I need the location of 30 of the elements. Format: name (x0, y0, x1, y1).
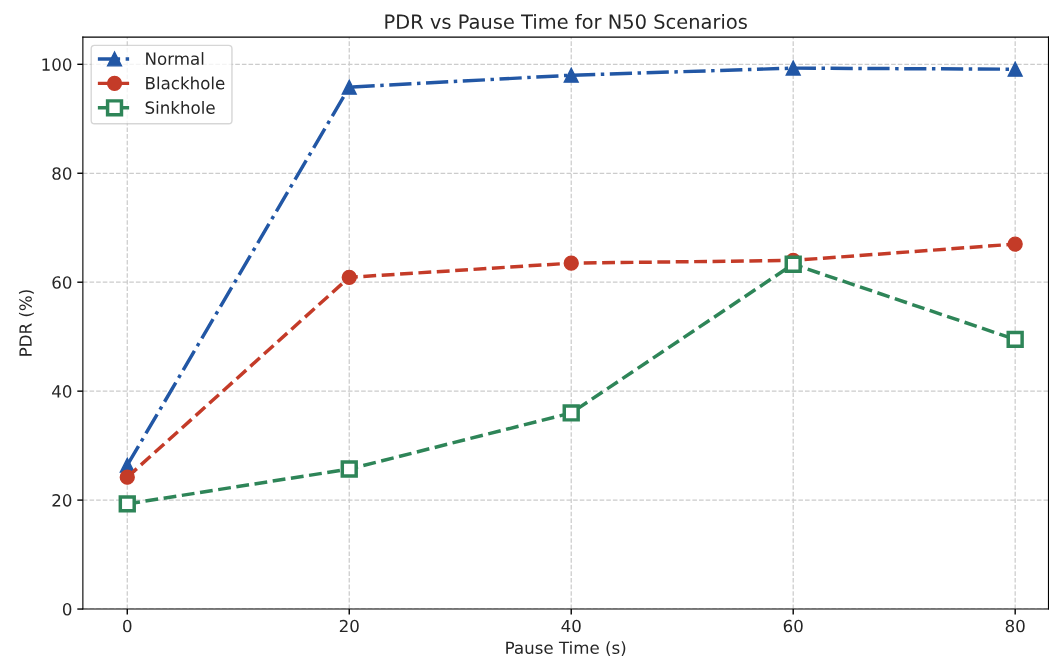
legend-label: Normal (146, 52, 204, 65)
x-axis-title: Pause Time (s) (506, 641, 626, 656)
point (340, 460, 358, 478)
point (563, 67, 579, 83)
y-tick-label: 40 (52, 385, 72, 398)
legend-label: Blackhole (146, 76, 225, 90)
point (341, 79, 357, 95)
point (1006, 330, 1024, 349)
point (341, 269, 357, 285)
y-tick-label: 20 (52, 494, 72, 507)
y-axis-title: PDR (%) (18, 290, 34, 356)
x-tick-label: 60 (783, 619, 803, 633)
point (118, 495, 136, 513)
point (563, 255, 579, 271)
x-tick-label: 80 (1005, 619, 1025, 633)
point (784, 255, 802, 273)
point (1007, 61, 1023, 77)
x-tick-label: 40 (561, 619, 581, 633)
y-tick-label: 60 (52, 276, 72, 289)
point (1007, 236, 1023, 252)
y-tick-label: 100 (42, 58, 72, 71)
x-tick-label: 20 (339, 619, 359, 633)
point (785, 60, 801, 76)
y-tick-label: 0 (62, 603, 72, 616)
point (119, 469, 135, 485)
legend-label: Sinkhole (145, 101, 215, 114)
y-tick-label: 80 (52, 167, 72, 180)
point (562, 404, 580, 422)
x-tick-label: 0 (123, 619, 132, 633)
chart-title: PDR vs Pause Time for N50 Scenarios (385, 13, 747, 30)
